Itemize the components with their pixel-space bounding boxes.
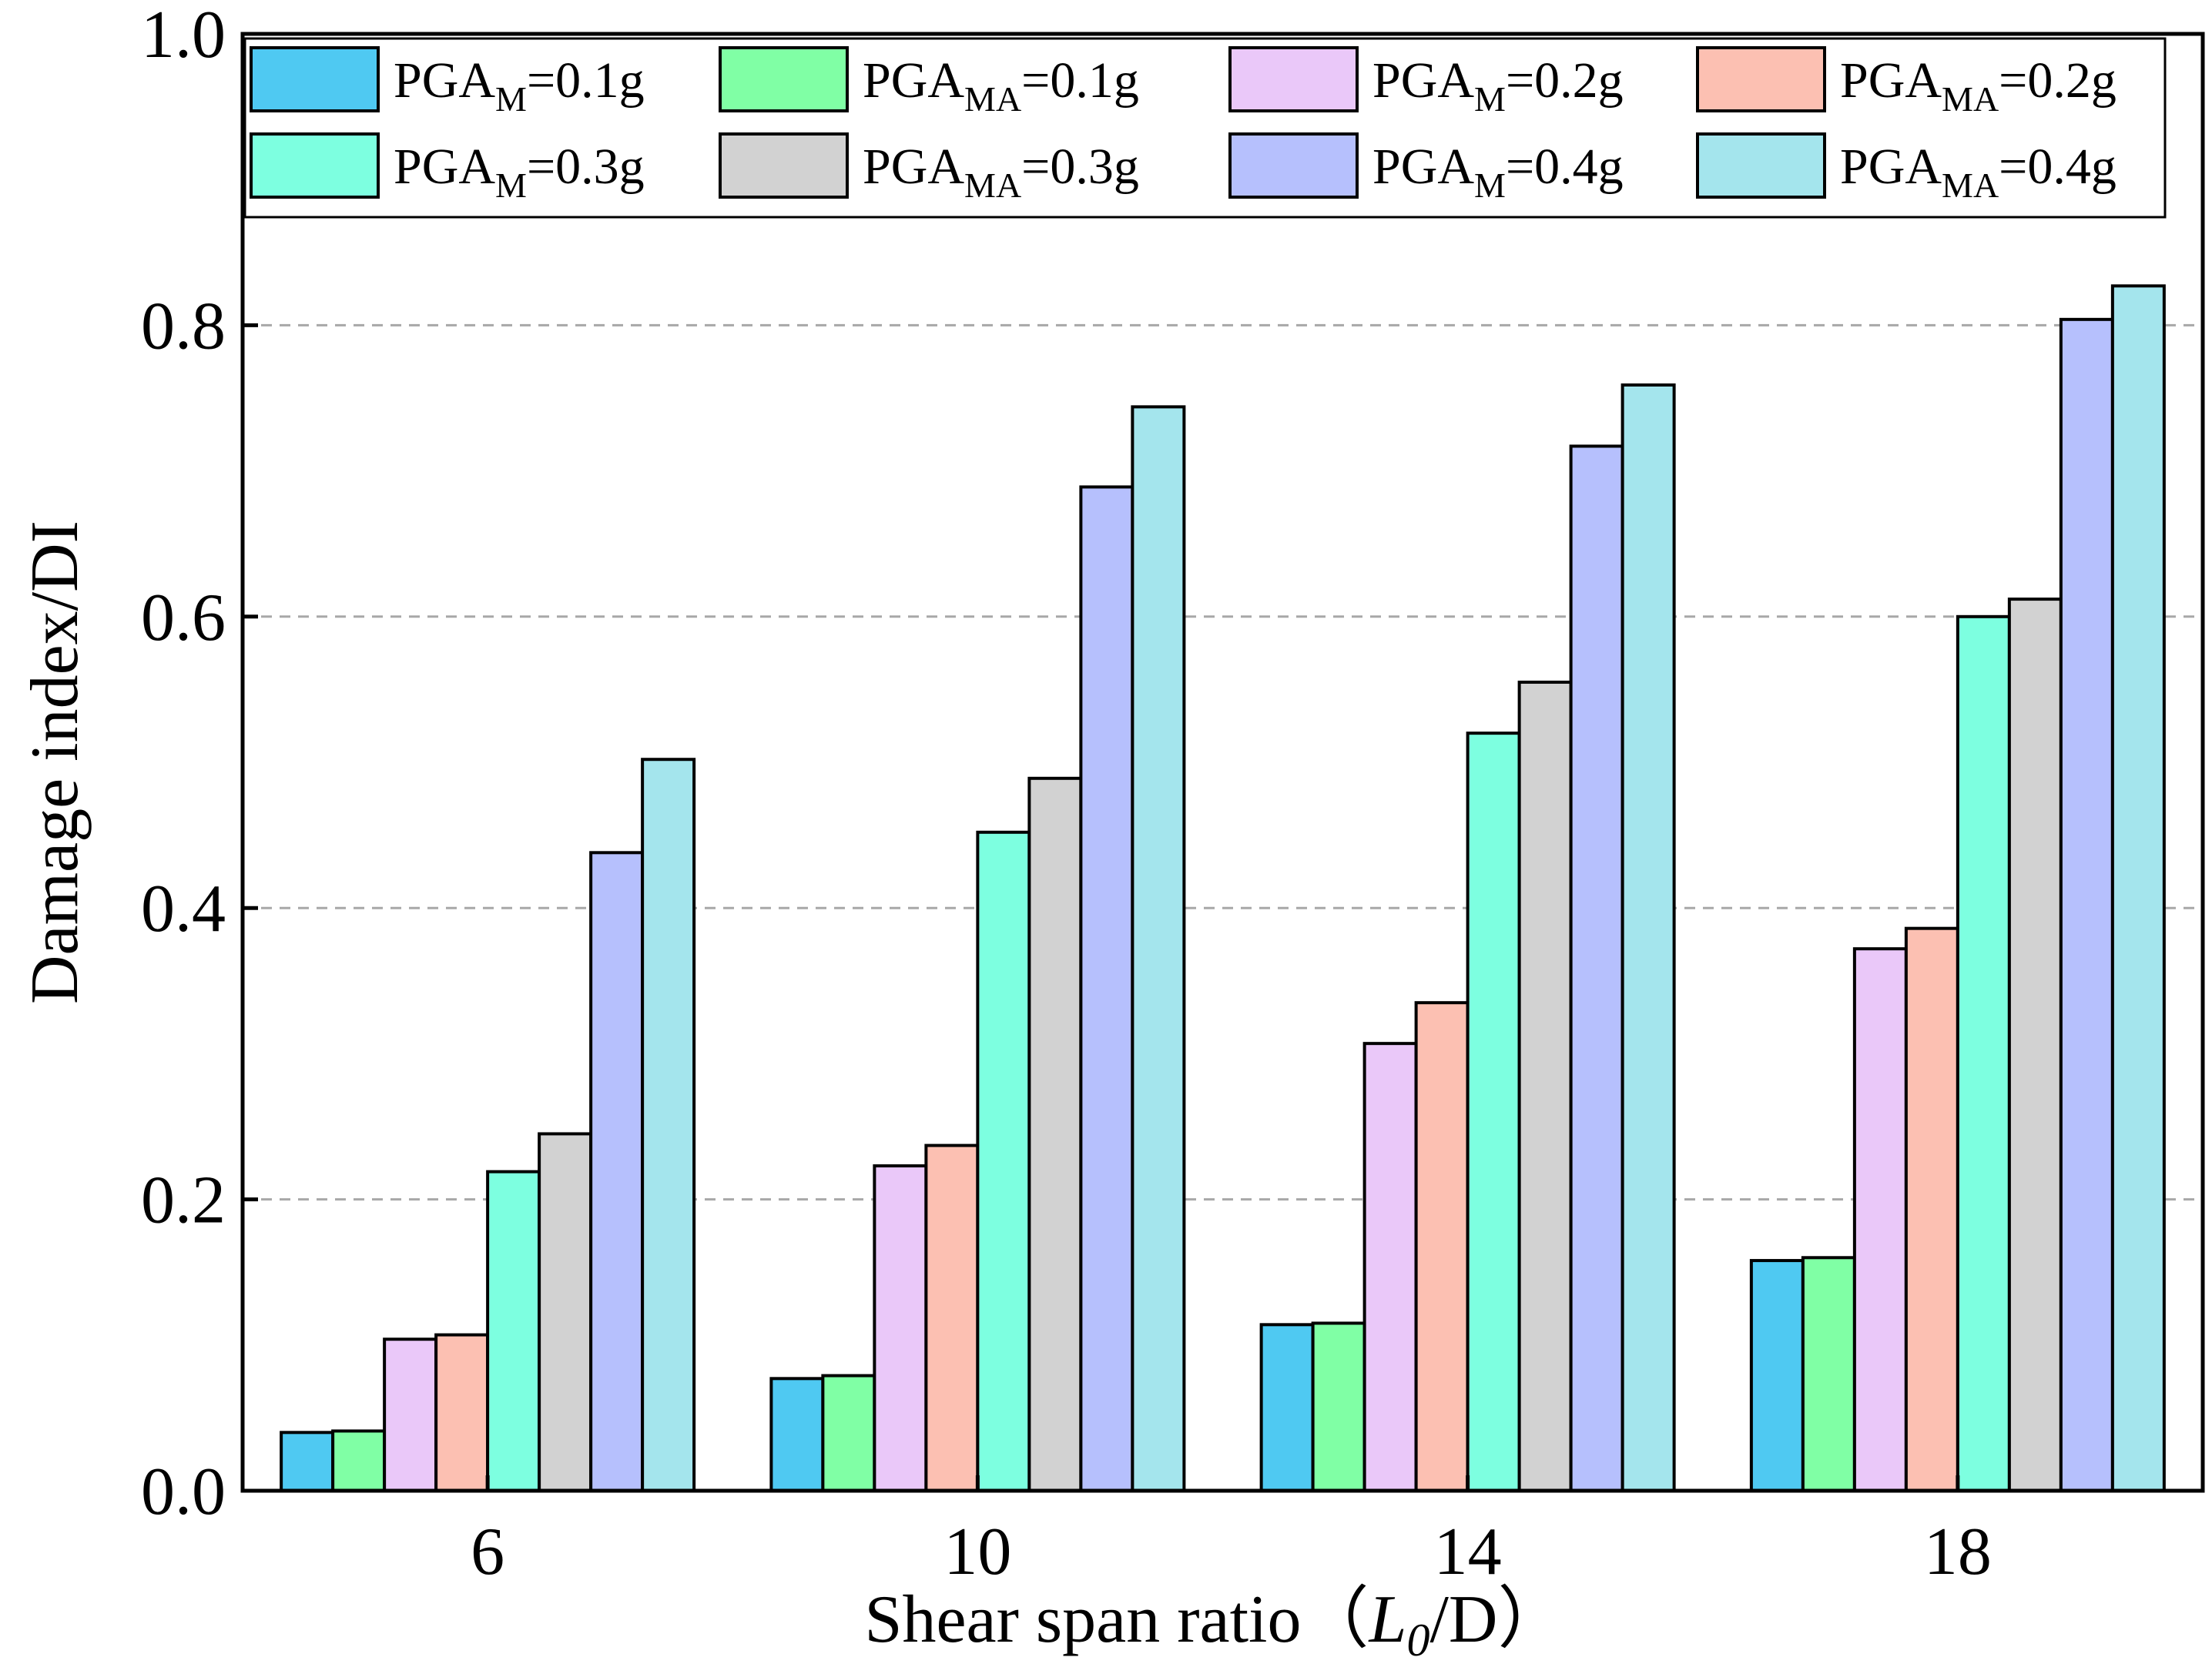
legend-label: PGAMA=0.2g	[1840, 52, 2116, 119]
bar-m-04g-cat-18	[2059, 317, 2114, 1492]
bar-ma-03g-cat-18	[2007, 598, 2063, 1493]
y-tick-label: 1.0	[141, 0, 226, 72]
y-tick-label: 0.2	[141, 1163, 226, 1238]
bar-m-02g-cat-6	[383, 1338, 438, 1493]
bar-m-01g-cat-10	[769, 1377, 825, 1493]
bar-m-02g-cat-18	[1852, 947, 1908, 1492]
legend-label: PGAMA=0.3g	[863, 139, 1139, 205]
legend-label: PGAM=0.2g	[1372, 52, 1624, 119]
bar-m-03g-cat-14	[1466, 732, 1521, 1492]
bar-ma-04g-cat-6	[641, 758, 696, 1492]
legend-label: PGAMA=0.4g	[1840, 139, 2116, 205]
legend-swatch	[719, 132, 849, 199]
legend-swatch	[1696, 46, 1826, 112]
axis-labels: Damage index/DI Shear span ratio（L0/D）	[18, 521, 1565, 1666]
plot-frame	[240, 32, 2205, 1493]
bar-m-04g-cat-6	[589, 851, 645, 1492]
bar-ma-04g-cat-10	[1131, 405, 1186, 1492]
bar-m-01g-cat-6	[280, 1431, 335, 1492]
bar-m-01g-cat-14	[1259, 1323, 1315, 1493]
bar-ma-01g-cat-6	[331, 1429, 387, 1492]
legend-swatch	[1228, 132, 1359, 199]
legend-swatch	[1228, 46, 1359, 112]
legend-swatch	[1696, 132, 1826, 199]
legend-label: PGAM=0.4g	[1372, 139, 1624, 205]
legend-label: PGAM=0.1g	[394, 52, 645, 119]
bar-ma-01g-cat-10	[821, 1374, 876, 1492]
bar-ma-02g-cat-10	[924, 1143, 980, 1492]
bar-m-02g-cat-10	[873, 1164, 928, 1492]
bar-ma-02g-cat-6	[434, 1333, 490, 1493]
bar-ma-02g-cat-18	[1904, 926, 1959, 1492]
bar-ma-03g-cat-14	[1517, 680, 1573, 1493]
legend-label: PGAMA=0.1g	[863, 52, 1139, 119]
legend-swatch	[250, 46, 380, 112]
bars	[280, 284, 2166, 1493]
legend-box	[243, 37, 2167, 219]
bar-m-04g-cat-14	[1569, 444, 1624, 1492]
bar-ma-03g-cat-6	[538, 1132, 593, 1492]
y-tick-label: 0.0	[141, 1455, 226, 1529]
y-tick-label: 0.6	[141, 581, 226, 655]
bar-ma-04g-cat-18	[2110, 284, 2166, 1492]
legend: PGAM=0.1g PGAMA=0.1g PGAM=0.2g PGAMA=0.2g PG…	[243, 37, 2167, 219]
y-tick-label: 0.4	[141, 872, 226, 946]
bar-m-03g-cat-10	[976, 830, 1031, 1493]
y-tick-label: 0.8	[141, 289, 226, 363]
bar-ma-01g-cat-14	[1311, 1321, 1366, 1493]
bar-m-03g-cat-6	[486, 1170, 541, 1492]
legend-swatch	[250, 132, 380, 199]
y-axis-title: Damage index/DI	[18, 521, 92, 1004]
x-tick-label: 14	[1434, 1515, 1502, 1589]
bar-m-01g-cat-18	[1749, 1259, 1805, 1492]
legend-label: PGAM=0.3g	[394, 139, 645, 205]
bar-m-02g-cat-14	[1362, 1042, 1418, 1492]
axes: 0.0 0.2 0.4 0.6 0.8 1.0 6 10 14 18	[141, 0, 2205, 1589]
bar-ma-01g-cat-18	[1801, 1256, 1856, 1493]
legend-swatch	[719, 46, 849, 112]
x-tick-label: 18	[1924, 1515, 1992, 1589]
x-axis-title: Shear span ratio（L0/D）	[865, 1582, 1566, 1666]
bar-ma-02g-cat-14	[1414, 1001, 1470, 1493]
x-tick-label: 6	[471, 1515, 504, 1589]
x-tick-label: 10	[943, 1515, 1011, 1589]
bar-ma-04g-cat-14	[1620, 383, 1676, 1492]
bar-m-03g-cat-18	[1956, 614, 2011, 1492]
bar-ma-03g-cat-10	[1027, 776, 1083, 1492]
bar-m-04g-cat-10	[1079, 485, 1134, 1492]
